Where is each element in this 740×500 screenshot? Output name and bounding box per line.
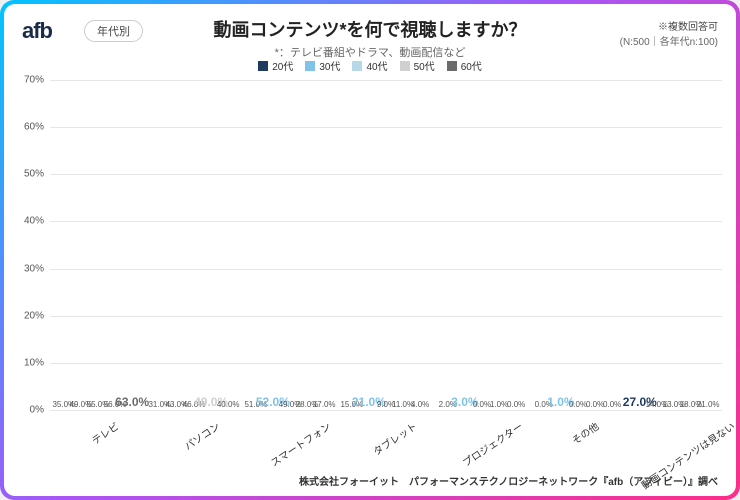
x-label: タブレット xyxy=(370,418,420,458)
x-label: パソコン xyxy=(181,418,223,453)
value-label: 0.0% xyxy=(569,400,587,409)
y-tick-label: 0% xyxy=(30,405,44,416)
x-label: スマートフォン xyxy=(267,418,333,469)
x-label-cell: パソコン xyxy=(146,412,242,466)
age-badge: 年代別 xyxy=(84,20,143,42)
legend-item: 40代 xyxy=(352,58,387,73)
legend-item: 60代 xyxy=(447,58,482,73)
legend-item: 20代 xyxy=(258,58,293,73)
gradient-frame: afb 年代別 動画コンテンツ*を何で視聴しますか？ *：テレビ番組やドラマ、動… xyxy=(0,0,740,500)
legend-swatch xyxy=(447,61,457,71)
y-tick-label: 10% xyxy=(24,357,44,368)
value-label: 63.0% xyxy=(115,395,149,409)
bar-group: 2.0%3.0%0.0%1.0%0.0% xyxy=(434,80,530,410)
plot-area: 35.0%49.0%55.0%56.0%63.0%31.0%43.0%46.0%… xyxy=(50,80,722,410)
chart-canvas: afb 年代別 動画コンテンツ*を何で視聴しますか？ *：テレビ番組やドラマ、動… xyxy=(4,4,736,496)
x-label: プロジェクター xyxy=(459,418,525,469)
value-label: 21.0% xyxy=(697,400,720,409)
header: afb 年代別 動画コンテンツ*を何で視聴しますか？ *：テレビ番組やドラマ、動… xyxy=(4,14,736,60)
bars-row: 2.0%3.0%0.0%1.0%0.0% xyxy=(440,80,525,410)
y-tick-label: 60% xyxy=(24,122,44,133)
bar-groups: 35.0%49.0%55.0%56.0%63.0%31.0%43.0%46.0%… xyxy=(50,80,722,410)
legend-swatch xyxy=(400,61,410,71)
legend-label: 20代 xyxy=(272,58,293,73)
y-tick-label: 30% xyxy=(24,263,44,274)
y-tick-label: 70% xyxy=(24,75,44,86)
y-tick-label: 50% xyxy=(24,169,44,180)
x-label-cell: スマートフォン xyxy=(242,412,338,466)
y-tick-label: 20% xyxy=(24,310,44,321)
value-label: 0.0% xyxy=(473,400,491,409)
legend-item: 50代 xyxy=(400,58,435,73)
bars-row: 51.0%52.0%49.0%28.0%17.0% xyxy=(248,80,333,410)
legend-label: 30代 xyxy=(319,58,340,73)
legend-label: 50代 xyxy=(414,58,435,73)
y-tick-label: 40% xyxy=(24,216,44,227)
x-label-cell: タブレット xyxy=(338,412,434,466)
grid-line xyxy=(50,410,722,411)
logo: afb xyxy=(22,18,52,44)
x-label-cell: 動画コンテンツは見ない xyxy=(626,412,722,466)
value-label: 0.0% xyxy=(507,400,525,409)
note-multiple-answer: ※複数回答可 xyxy=(620,18,718,33)
legend-label: 60代 xyxy=(461,58,482,73)
value-label: 1.0% xyxy=(490,400,508,409)
note-right: ※複数回答可 (N:500｜各年代n:100) xyxy=(620,18,718,48)
legend-swatch xyxy=(258,61,268,71)
x-label-cell: その他 xyxy=(530,412,626,466)
value-label: 4.0% xyxy=(411,400,429,409)
value-label: 0.0% xyxy=(603,400,621,409)
bars-row: 31.0%43.0%46.0%49.0%40.0% xyxy=(152,80,237,410)
bars-row: 27.0%14.0%13.0%18.0%21.0% xyxy=(632,80,717,410)
bar-group: 51.0%52.0%49.0%28.0%17.0% xyxy=(242,80,338,410)
bar-group: 35.0%49.0%55.0%56.0%63.0% xyxy=(50,80,146,410)
legend-swatch xyxy=(352,61,362,71)
legend-label: 40代 xyxy=(366,58,387,73)
bars-row: 0.0%1.0%0.0%0.0%0.0% xyxy=(536,80,621,410)
value-label: 17.0% xyxy=(313,400,336,409)
x-label-cell: プロジェクター xyxy=(434,412,530,466)
bar-group: 15.0%21.0%9.0%11.0%4.0% xyxy=(338,80,434,410)
bar-group: 31.0%43.0%46.0%49.0%40.0% xyxy=(146,80,242,410)
legend-item: 30代 xyxy=(305,58,340,73)
x-label: その他 xyxy=(568,418,601,447)
legend: 20代 30代 40代 50代 60代 xyxy=(4,58,736,73)
footer-credit: 株式会社フォーイット パフォーマンステクノロジーネットワーク『afb（アフィビー… xyxy=(299,473,718,488)
bars-row: 35.0%49.0%55.0%56.0%63.0% xyxy=(56,80,141,410)
legend-swatch xyxy=(305,61,315,71)
bar-group: 27.0%14.0%13.0%18.0%21.0% xyxy=(626,80,722,410)
bars-row: 15.0%21.0%9.0%11.0%4.0% xyxy=(344,80,429,410)
note-sample-size: (N:500｜各年代n:100) xyxy=(620,33,718,48)
value-label: 40.0% xyxy=(217,400,240,409)
x-label-cell: テレビ xyxy=(50,412,146,466)
x-axis-labels: テレビ パソコン スマートフォンタブレットプロジェクター その他動画コンテンツは見ない xyxy=(50,412,722,466)
value-label: 0.0% xyxy=(586,400,604,409)
bar-group: 0.0%1.0%0.0%0.0%0.0% xyxy=(530,80,626,410)
x-label: テレビ xyxy=(88,418,121,447)
